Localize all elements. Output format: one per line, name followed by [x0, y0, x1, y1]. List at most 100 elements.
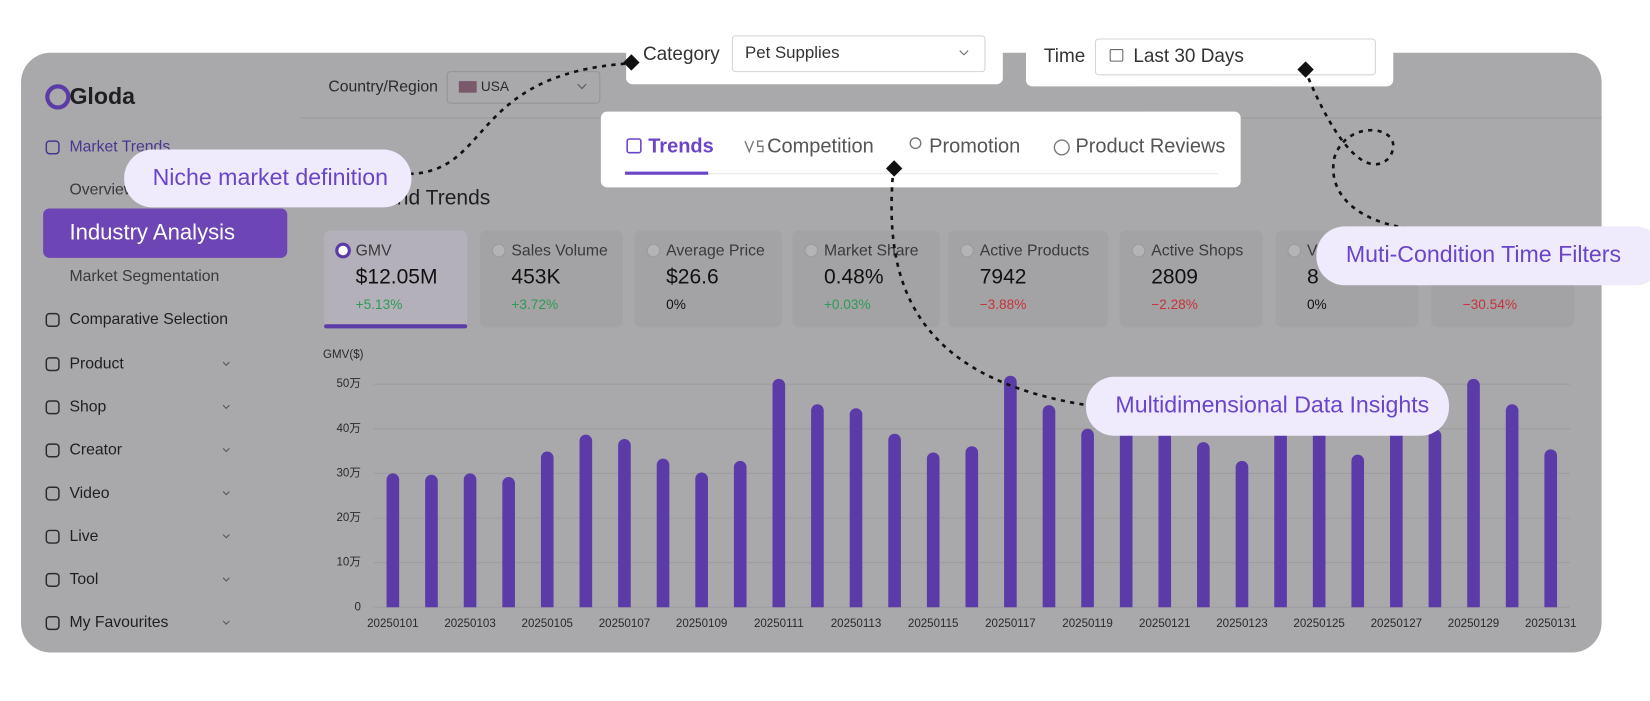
x-tick-label: 20250111 — [754, 618, 804, 630]
x-tick-label: 20250125 — [1293, 618, 1344, 630]
radio — [1131, 243, 1146, 258]
callout-bg — [124, 149, 412, 208]
logo-icon — [45, 84, 71, 110]
metric-card[interactable] — [324, 230, 468, 328]
metric-value: 0.48% — [824, 265, 884, 288]
bar — [502, 476, 515, 608]
x-tick-label: 20250123 — [1216, 618, 1267, 630]
y-tick-label: 10万 — [337, 557, 361, 569]
tab-icon — [626, 138, 642, 154]
active-card-bar — [324, 324, 468, 329]
region-select[interactable] — [446, 71, 601, 104]
bar — [579, 434, 593, 608]
sidebar-item[interactable]: Comparative Selection — [69, 311, 228, 328]
radio — [1287, 243, 1302, 258]
bar — [1428, 429, 1442, 608]
y-tick-label: 20万 — [337, 512, 361, 524]
chevron — [222, 577, 230, 582]
bar — [1505, 404, 1519, 608]
time-value: Last 30 Days — [1133, 46, 1244, 67]
sidebar-item[interactable]: Product — [69, 355, 124, 372]
bar — [1274, 419, 1287, 608]
active-item-bg — [43, 208, 288, 258]
tab[interactable]: Trends — [648, 136, 714, 158]
metric-name: Sales Volume — [511, 243, 608, 260]
x-tick-label: 20250109 — [676, 618, 727, 630]
sidebar-item[interactable]: Market Segmentation — [69, 268, 219, 285]
time-label: Time — [1044, 46, 1085, 67]
metric-name: Average Price — [666, 243, 765, 260]
flag-icon — [458, 81, 477, 93]
metric-card[interactable] — [1119, 230, 1263, 328]
x-tick-label: 20250129 — [1448, 618, 1499, 630]
bar — [1119, 421, 1133, 608]
metric-name: Active Products — [980, 243, 1090, 260]
bar — [695, 472, 708, 608]
sidebar-icon — [45, 572, 60, 587]
sidebar-item[interactable]: Shop — [69, 398, 106, 415]
tab[interactable]: Competition — [767, 136, 874, 158]
bar — [1544, 449, 1558, 608]
callout: Multidimensional Data Insights — [1115, 391, 1429, 417]
callout-bg — [1085, 376, 1450, 436]
category-select[interactable] — [731, 35, 986, 73]
sidebar-icon — [45, 312, 60, 328]
bar — [1081, 428, 1094, 608]
sidebar-item[interactable]: Creator — [69, 442, 122, 459]
bar — [618, 439, 631, 608]
metric-change: +0.03% — [824, 297, 871, 312]
x-tick-label: 20250103 — [444, 618, 495, 630]
radio — [804, 243, 819, 258]
x-tick-label: 20250121 — [1139, 618, 1190, 630]
bar — [1197, 442, 1210, 608]
metric-name: Active Shops — [1151, 243, 1243, 260]
bar — [1312, 419, 1326, 608]
metric-change: 0% — [1307, 297, 1327, 312]
metric-value: $26.6 — [666, 265, 719, 288]
chevron — [222, 534, 230, 539]
metric-change: 0% — [666, 297, 686, 312]
connector — [1303, 69, 1421, 231]
metric-card[interactable] — [479, 230, 623, 328]
metric-card[interactable] — [948, 230, 1109, 328]
sidebar-item[interactable]: Video — [69, 485, 109, 502]
sidebar-icon — [45, 140, 60, 155]
x-tick-label: 20250115 — [908, 618, 959, 630]
metric-change: −3.88% — [980, 297, 1027, 312]
category-label: Category — [643, 44, 720, 65]
sidebar-icon — [45, 486, 60, 501]
region-label: Country/Region — [328, 79, 438, 96]
connector — [399, 61, 632, 176]
sidebar-item[interactable]: Tool — [69, 571, 98, 588]
bar — [733, 460, 747, 608]
logo-text: Gloda — [69, 83, 136, 109]
metric-value: 453K — [511, 265, 560, 288]
x-tick-label: 20250101 — [367, 618, 418, 630]
metric-change: +5.13% — [356, 297, 403, 312]
sidebar-icon — [45, 400, 60, 415]
sidebar-item[interactable]: My Favourites — [69, 614, 168, 631]
bar — [1390, 419, 1403, 608]
sidebar-item[interactable]: Live — [69, 528, 98, 545]
metric-card[interactable] — [792, 230, 940, 328]
callout: Niche market definition — [153, 164, 388, 190]
region-value: USA — [481, 79, 510, 94]
tab-icon — [909, 137, 922, 150]
sidebar-item[interactable]: Overview — [69, 182, 135, 199]
metric-name: Market Share — [824, 243, 919, 260]
connector — [890, 168, 1095, 408]
metric-value: 2809 — [1151, 265, 1198, 288]
bar — [811, 404, 824, 608]
bar — [656, 458, 670, 608]
sidebar-icon — [45, 357, 60, 372]
sidebar-item[interactable]: Industry Analysis — [69, 220, 235, 245]
metric-card[interactable] — [634, 230, 782, 328]
bar — [926, 452, 940, 608]
tab[interactable]: Product Reviews — [1075, 136, 1225, 158]
chevron — [222, 447, 230, 453]
tab[interactable]: Promotion — [929, 136, 1020, 158]
bar — [772, 378, 786, 608]
